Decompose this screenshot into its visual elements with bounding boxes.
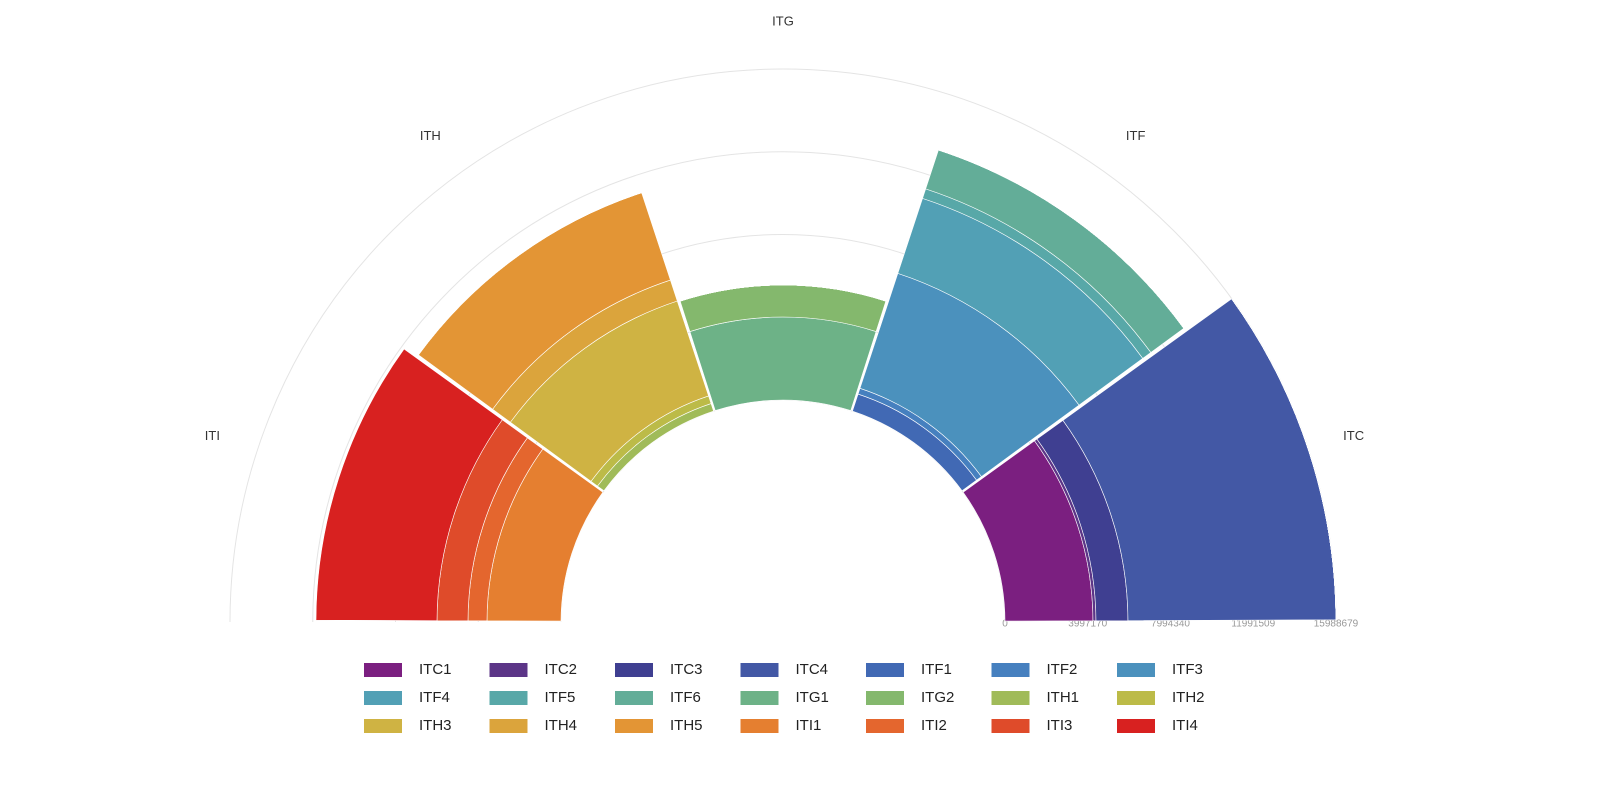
legend-label: ITC2 (545, 661, 578, 678)
r-tick-label: 0 (1002, 619, 1008, 630)
legend-swatch (364, 691, 402, 705)
category-label: ITG (772, 13, 794, 28)
r-tick-label: 15988679 (1314, 619, 1359, 630)
legend-label: ITC1 (419, 661, 452, 678)
r-tick-label: 7994340 (1151, 619, 1190, 630)
legend-label: ITF6 (670, 689, 701, 706)
legend-swatch (364, 663, 402, 677)
legend-label: ITI1 (796, 717, 822, 734)
legend-swatch (1117, 663, 1155, 677)
legend-label: ITH4 (545, 717, 578, 734)
legend-label: ITF4 (419, 689, 450, 706)
legend-label: ITF3 (1172, 661, 1203, 678)
legend-label: ITG2 (921, 689, 954, 706)
legend-label: ITC4 (796, 661, 829, 678)
legend-swatch (489, 719, 528, 733)
legend-swatch (489, 663, 528, 677)
legend-swatch (1117, 719, 1155, 733)
legend-swatch (615, 663, 653, 677)
sector (418, 192, 642, 356)
legend-label: ITH1 (1047, 689, 1080, 706)
legend-swatch (866, 691, 904, 705)
legend-swatch (615, 719, 653, 733)
legend-label: ITH3 (419, 717, 452, 734)
legend-label: ITC3 (670, 661, 703, 678)
category-label: ITH (420, 128, 441, 143)
sector (315, 348, 503, 621)
legend-label: ITF5 (545, 689, 576, 706)
legend-swatch (740, 691, 779, 705)
legend-swatch (1117, 691, 1155, 705)
legend-label: ITF1 (921, 661, 952, 678)
legend-label: ITH2 (1172, 689, 1205, 706)
legend-swatch (866, 663, 904, 677)
legend-swatch (364, 719, 402, 733)
legend-label: ITI4 (1172, 717, 1198, 734)
legend-swatch (866, 719, 904, 733)
legend-swatch (489, 691, 528, 705)
legend-swatch (615, 691, 653, 705)
legend-label: ITI3 (1047, 717, 1073, 734)
legend-swatch (991, 663, 1030, 677)
legend-swatch (991, 719, 1030, 733)
r-tick-label: 3997170 (1068, 619, 1107, 630)
legend-label: ITI2 (921, 717, 947, 734)
category-label: ITF (1126, 128, 1146, 143)
category-label: ITI (205, 428, 220, 443)
r-tick-label: 11991509 (1231, 619, 1275, 630)
legend-swatch (740, 663, 779, 677)
legend-swatch (740, 719, 779, 733)
category-label: ITC (1343, 428, 1364, 443)
legend-label: ITH5 (670, 717, 703, 734)
legend-label: ITG1 (796, 689, 829, 706)
legend-label: ITF2 (1047, 661, 1078, 678)
legend-swatch (991, 691, 1030, 705)
sector (689, 316, 877, 411)
